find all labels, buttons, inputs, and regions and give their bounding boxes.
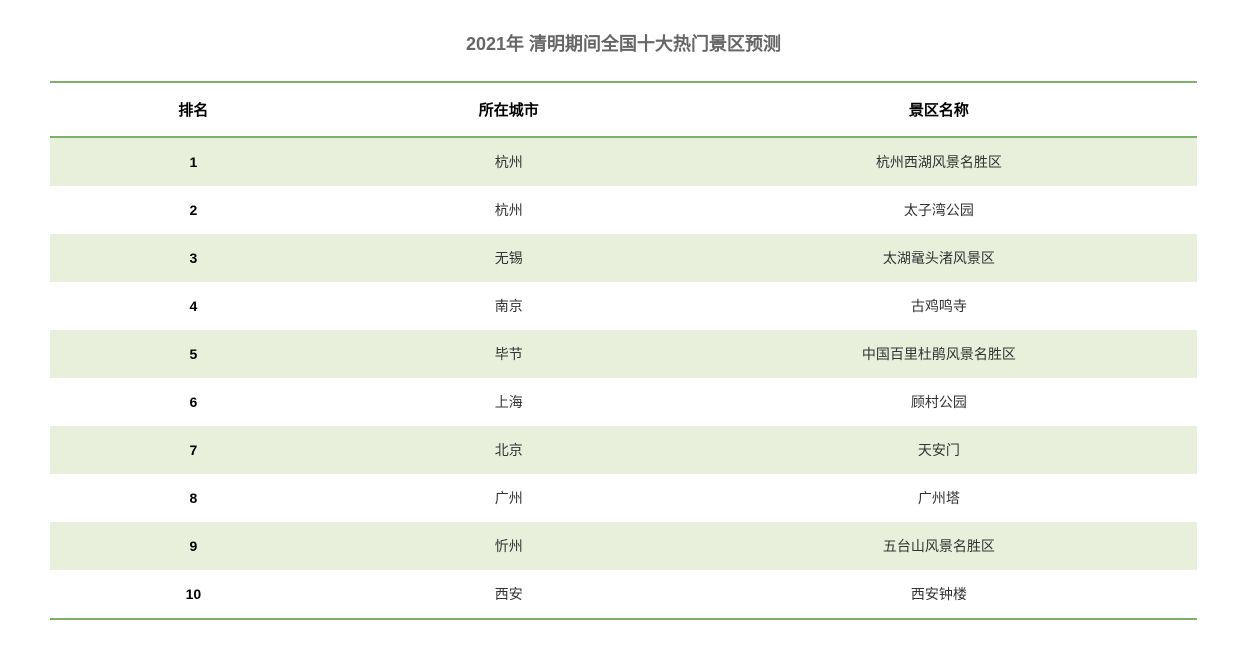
cell-rank: 5 <box>50 330 337 378</box>
ranking-table: 排名 所在城市 景区名称 1 杭州 杭州西湖风景名胜区 2 杭州 太子湾公园 3… <box>50 81 1197 620</box>
cell-city: 杭州 <box>337 137 681 186</box>
table-row: 5 毕节 中国百里杜鹃风景名胜区 <box>50 330 1197 378</box>
cell-spot: 太湖鼋头渚风景区 <box>681 234 1197 282</box>
cell-city: 南京 <box>337 282 681 330</box>
page-title: 2021年 清明期间全国十大热门景区预测 <box>50 30 1197 56</box>
table-row: 9 忻州 五台山风景名胜区 <box>50 522 1197 570</box>
cell-city: 毕节 <box>337 330 681 378</box>
cell-spot: 天安门 <box>681 426 1197 474</box>
table-row: 2 杭州 太子湾公园 <box>50 186 1197 234</box>
cell-spot: 顾村公园 <box>681 378 1197 426</box>
cell-rank: 4 <box>50 282 337 330</box>
table-row: 7 北京 天安门 <box>50 426 1197 474</box>
table-container: 排名 所在城市 景区名称 1 杭州 杭州西湖风景名胜区 2 杭州 太子湾公园 3… <box>50 81 1197 620</box>
cell-rank: 10 <box>50 570 337 619</box>
cell-spot: 广州塔 <box>681 474 1197 522</box>
cell-rank: 8 <box>50 474 337 522</box>
cell-rank: 2 <box>50 186 337 234</box>
cell-rank: 7 <box>50 426 337 474</box>
cell-rank: 1 <box>50 137 337 186</box>
cell-spot: 古鸡鸣寺 <box>681 282 1197 330</box>
table-row: 1 杭州 杭州西湖风景名胜区 <box>50 137 1197 186</box>
column-header-city: 所在城市 <box>337 82 681 137</box>
cell-city: 广州 <box>337 474 681 522</box>
column-header-rank: 排名 <box>50 82 337 137</box>
cell-spot: 太子湾公园 <box>681 186 1197 234</box>
table-row: 10 西安 西安钟楼 <box>50 570 1197 619</box>
cell-city: 杭州 <box>337 186 681 234</box>
table-body: 1 杭州 杭州西湖风景名胜区 2 杭州 太子湾公园 3 无锡 太湖鼋头渚风景区 … <box>50 137 1197 619</box>
cell-city: 北京 <box>337 426 681 474</box>
cell-spot: 中国百里杜鹃风景名胜区 <box>681 330 1197 378</box>
table-header: 排名 所在城市 景区名称 <box>50 82 1197 137</box>
cell-spot: 西安钟楼 <box>681 570 1197 619</box>
cell-rank: 9 <box>50 522 337 570</box>
table-row: 6 上海 顾村公园 <box>50 378 1197 426</box>
cell-city: 忻州 <box>337 522 681 570</box>
cell-city: 西安 <box>337 570 681 619</box>
table-row: 3 无锡 太湖鼋头渚风景区 <box>50 234 1197 282</box>
table-row: 4 南京 古鸡鸣寺 <box>50 282 1197 330</box>
cell-rank: 6 <box>50 378 337 426</box>
cell-spot: 五台山风景名胜区 <box>681 522 1197 570</box>
cell-city: 无锡 <box>337 234 681 282</box>
cell-spot: 杭州西湖风景名胜区 <box>681 137 1197 186</box>
cell-city: 上海 <box>337 378 681 426</box>
column-header-spot: 景区名称 <box>681 82 1197 137</box>
cell-rank: 3 <box>50 234 337 282</box>
table-row: 8 广州 广州塔 <box>50 474 1197 522</box>
